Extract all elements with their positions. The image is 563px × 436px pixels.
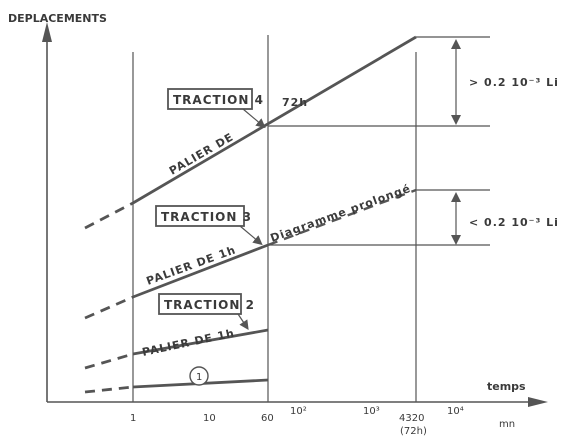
x-axis-unit: mn [499,419,515,430]
t2-solid [132,328,269,356]
x-tick-1e3: 10³ [363,406,380,417]
x-tick-4320-sub: (72h) [400,426,427,436]
palier1h-2-label: PALIER DE 1h [141,327,236,359]
t2-dashed [84,352,134,370]
traction2-box [158,293,242,315]
palier1h-3-label: PALIER DE 1h [145,243,238,288]
traction4-pointer [242,108,266,129]
t3-prolonged [267,188,417,247]
gt-label: > 0.2 10⁻³ Li [469,76,559,89]
x-tick-1: 1 [130,413,136,424]
x-axis-arrow [528,397,548,407]
x-tick-1e2: 10² [290,406,307,417]
gt-arrow-bottom [451,115,461,125]
x-tick-60: 60 [261,413,274,424]
lt-arrow-bottom [451,235,461,245]
traction3-box [155,205,245,227]
curve1-marker [189,366,209,386]
traction3-pointer [239,225,263,246]
curve1-number: 1 [196,372,202,383]
x-tick-10: 10 [203,413,216,424]
t4-dashed [84,201,134,230]
traction3-label: TRACTION 3 [161,210,252,224]
t1-dashed [84,385,134,394]
traction4-label: TRACTION 4 [173,93,264,107]
traction2-label: TRACTION 2 [164,298,255,312]
x-axis-title: temps [487,380,526,393]
t3-solid [132,243,269,299]
y-axis-title: DEPLACEMENTS [8,12,107,25]
gt-arrow-top [451,39,461,49]
x-tick-1e4: 10⁴ [447,406,464,417]
x-tick-4320: 4320 [399,413,424,424]
palier72-suffix: 72h [282,96,308,109]
palier72-label: PALIER DE [167,130,236,177]
traction2-pointer [237,313,249,330]
prolonge-label: Diagramme prolongé [269,182,413,245]
y-axis-arrow [42,22,52,42]
traction4-box [167,88,253,110]
t4-solid [132,35,417,205]
lt-label: < 0.2 10⁻³ Li [469,216,559,229]
lt-arrow-top [451,192,461,202]
t3-dashed [84,295,134,320]
